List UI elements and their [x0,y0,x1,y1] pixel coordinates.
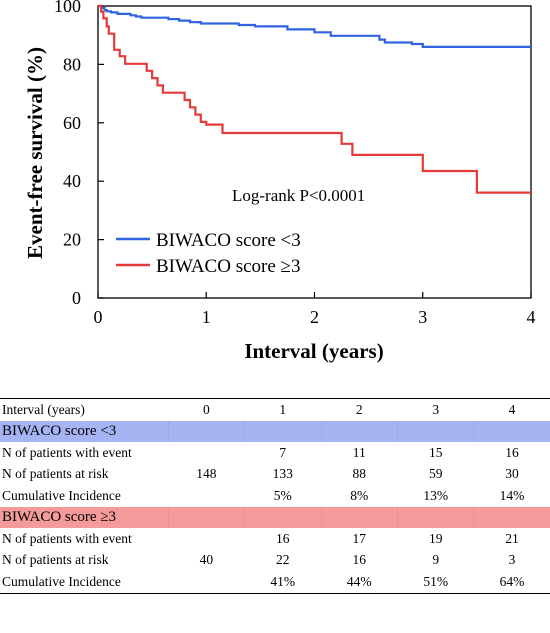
table-header-row: Interval (years) 0 1 2 3 4 [0,398,550,421]
table-row: N of patients at risk 40 22 16 9 3 [0,550,550,572]
table-row: Cumulative Incidence 41% 44% 51% 64% [0,571,550,594]
table-cell: 9 [432,552,440,568]
row-label: N of patients at risk [2,552,109,568]
x-axis-title: Interval (years) [244,339,383,363]
table-cell: 59 [428,466,443,482]
table-cell: 22 [276,552,290,568]
table-cell: 14% [499,487,525,503]
table-cell [168,442,244,464]
group-cell [473,420,550,442]
table-header-interval: 0 [168,398,245,421]
table-cell [168,485,244,507]
y-tick-label: 20 [63,230,81,250]
group-cell [396,506,474,528]
row-label: Cumulative Incidence [0,571,169,594]
row-label: N of patients with event [2,444,132,460]
table-header-label: Interval (years) [0,398,169,421]
group-header-row: BIWACO score ≥3 [0,506,550,528]
table-cell: 11 [352,444,366,460]
table-cell: 17 [352,530,367,546]
table-cell: 16 [505,444,519,460]
table-cell: 3 [508,552,516,568]
risk-table: Interval (years) 0 1 2 3 4 BIWACO score <3 N of… [0,398,550,594]
x-tick-label: 0 [94,307,103,327]
table-cell: 30 [505,466,519,482]
table-cell: 64% [473,571,550,594]
legend-label-series-1: BIWACO score <3 [156,230,301,251]
table-cell: 88 [352,466,367,482]
table-header-interval: 2 [321,398,398,421]
x-tick-label: 3 [418,307,427,327]
table-cell: 40 [199,552,214,568]
table-row: N of patients at risk 148 133 88 59 30 [0,464,550,486]
x-tick-label: 1 [202,307,211,327]
legend-label-series-2: BIWACO score ≥3 [156,256,300,277]
table-cell: 16 [352,552,367,568]
survival-curve-series-1 [98,4,531,48]
row-label: Cumulative Incidence [2,487,121,503]
table-cell: 5% [273,487,292,503]
x-tick-label: 4 [527,307,536,327]
group-cell [320,506,398,528]
group-cell [244,420,322,442]
table-cell: 148 [196,466,217,482]
table-cell: 13% [423,487,449,503]
group-cell [320,420,398,442]
y-tick-label: 100 [54,0,81,16]
table-cell: 41% [244,571,322,594]
logrank-annotation: Log-rank P<0.0001 [232,186,365,205]
row-label: N of patients with event [2,530,132,546]
table-cell: 8% [350,487,369,503]
table-cell: 21 [505,530,519,546]
group-cell [473,506,550,528]
table-cell: 51% [397,571,474,594]
group-cell [167,420,245,442]
y-axis-title: Event-free survival (%) [23,47,47,259]
table-cell: 15 [428,444,443,460]
survival-curve-series-2 [98,4,531,194]
y-tick-label: 0 [72,288,81,308]
group-cell [244,506,322,528]
table-cell: 19 [428,530,443,546]
row-label: N of patients at risk [2,466,109,482]
legend: BIWACO score <3 BIWACO score ≥3 [116,230,301,277]
table-cell: 44% [321,571,398,594]
group-cell [396,420,474,442]
group-cell [167,506,245,528]
table-header-interval: 4 [473,398,550,421]
table-row: N of patients with event 16 17 19 21 [0,528,550,550]
table-cell: 133 [272,466,293,482]
table-header-interval: 1 [244,398,322,421]
y-tick-label: 60 [63,113,81,133]
y-tick-label: 40 [63,171,81,191]
table-row: Cumulative Incidence 5% 8% 13% 14% [0,485,550,507]
group-name: BIWACO score ≥3 [2,508,117,525]
table-header-interval: 3 [397,398,474,421]
table-row: N of patients with event 7 11 15 16 [0,442,550,464]
table-cell [168,528,244,550]
x-tick-label: 2 [310,307,319,327]
plot-frame [97,5,532,299]
group-name: BIWACO score <3 [2,422,117,439]
y-tick-label: 80 [63,54,81,74]
table-cell [168,571,245,594]
group-header-row: BIWACO score <3 [0,420,550,442]
table-cell: 7 [279,444,287,460]
table-cell: 16 [276,530,290,546]
